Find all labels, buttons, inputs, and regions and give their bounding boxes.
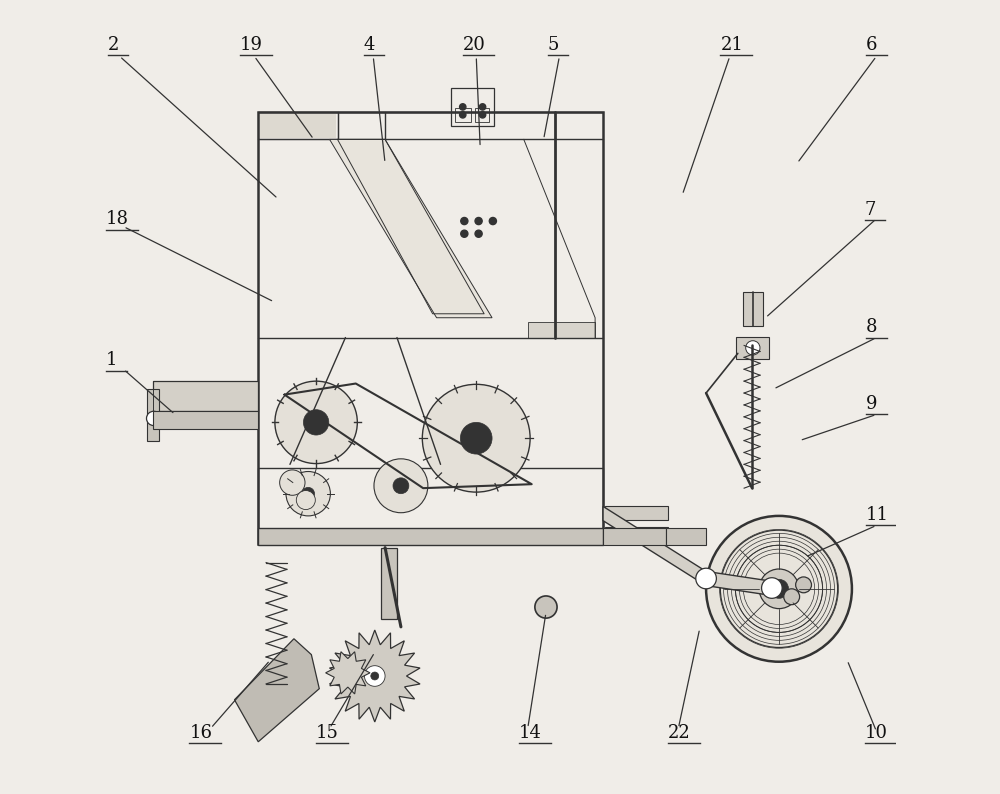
Polygon shape (329, 630, 420, 722)
Bar (258, 112, 338, 140)
Text: 4: 4 (364, 36, 375, 54)
Bar (736, 337, 769, 359)
Circle shape (759, 569, 799, 609)
Bar (605, 527, 668, 542)
Circle shape (796, 577, 811, 593)
Circle shape (535, 596, 557, 619)
Circle shape (303, 410, 329, 435)
Circle shape (280, 470, 305, 495)
Circle shape (460, 104, 466, 110)
Bar (381, 548, 397, 619)
Bar (258, 528, 603, 545)
Circle shape (302, 488, 315, 500)
Bar (666, 528, 706, 545)
Bar (260, 114, 336, 138)
Bar (258, 112, 603, 544)
Circle shape (275, 381, 357, 464)
Text: 7: 7 (865, 201, 876, 218)
Circle shape (461, 218, 468, 225)
Circle shape (475, 230, 482, 237)
Text: 9: 9 (866, 395, 878, 413)
Text: 14: 14 (519, 724, 542, 742)
Text: 1: 1 (106, 351, 118, 369)
Text: 20: 20 (463, 36, 486, 54)
Bar (147, 389, 159, 441)
Circle shape (460, 112, 466, 118)
Bar (451, 88, 494, 126)
Bar (153, 381, 258, 411)
Circle shape (479, 112, 486, 118)
Text: 18: 18 (106, 210, 129, 228)
Circle shape (374, 459, 428, 513)
Circle shape (769, 580, 789, 599)
Bar (603, 528, 666, 545)
Polygon shape (326, 652, 370, 694)
Bar (258, 468, 603, 544)
Bar (605, 506, 668, 520)
Text: 15: 15 (316, 724, 339, 742)
Circle shape (371, 672, 379, 680)
Polygon shape (603, 507, 769, 596)
Text: 11: 11 (866, 506, 889, 524)
Text: 8: 8 (866, 318, 878, 336)
Circle shape (393, 478, 409, 494)
Text: 22: 22 (668, 724, 691, 742)
Text: 2: 2 (108, 36, 119, 54)
Circle shape (706, 516, 852, 661)
Bar (475, 108, 489, 122)
Circle shape (146, 411, 161, 426)
Polygon shape (528, 322, 595, 337)
Bar (455, 108, 471, 122)
Text: 6: 6 (866, 36, 878, 54)
Circle shape (784, 589, 800, 605)
Polygon shape (234, 638, 319, 742)
Text: 10: 10 (865, 724, 888, 742)
Text: 5: 5 (548, 36, 559, 54)
Bar (153, 411, 258, 429)
Bar (743, 292, 763, 326)
Circle shape (475, 218, 482, 225)
Circle shape (696, 569, 716, 589)
Polygon shape (330, 140, 492, 318)
Circle shape (286, 472, 330, 516)
Circle shape (746, 341, 760, 355)
Circle shape (479, 104, 486, 110)
Circle shape (364, 665, 385, 686)
Text: 21: 21 (720, 36, 743, 54)
Circle shape (422, 384, 530, 492)
Circle shape (460, 422, 492, 454)
Circle shape (461, 230, 468, 237)
Circle shape (489, 218, 496, 225)
Circle shape (762, 578, 782, 599)
Circle shape (296, 491, 315, 510)
Text: 19: 19 (240, 36, 263, 54)
Text: 16: 16 (189, 724, 212, 742)
